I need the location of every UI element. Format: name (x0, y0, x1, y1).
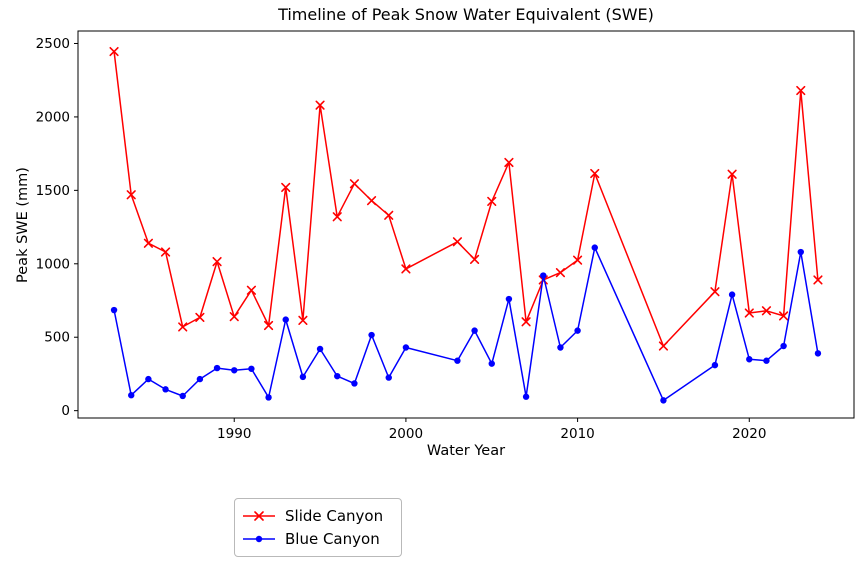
marker-x-slide-canyon (384, 210, 394, 220)
y-tick-label: 1500 (36, 183, 70, 199)
chart-title: Timeline of Peak Snow Water Equivalent (… (278, 5, 654, 24)
legend-sample-blue-canyon (243, 535, 275, 542)
marker-x-slide-canyon (813, 275, 823, 285)
y-tick-label: 0 (61, 403, 70, 419)
y-tick-label: 2500 (36, 36, 70, 52)
marker-dot-blue-canyon (557, 344, 564, 351)
marker-x-slide-canyon (143, 238, 153, 248)
marker-x-slide-canyon (761, 306, 772, 316)
marker-x-slide-canyon (178, 322, 188, 332)
marker-dot-blue-canyon (797, 248, 804, 256)
marker-x-slide-canyon (779, 311, 789, 321)
marker-x-slide-canyon (281, 182, 291, 193)
marker-dot-blue-canyon (248, 365, 255, 372)
marker-x-slide-canyon (229, 312, 239, 322)
marker-x-slide-canyon (469, 254, 480, 264)
legend-item-slide-canyon: Slide Canyon (242, 507, 391, 525)
x-axis-label: Water Year (426, 443, 506, 459)
marker-dot-blue-canyon (351, 380, 358, 387)
marker-dot-blue-canyon (213, 364, 221, 372)
marker-x-slide-canyon (126, 190, 136, 200)
marker-dot-blue-canyon (763, 357, 770, 364)
marker-x-slide-canyon (744, 308, 754, 318)
marker-dot-blue-canyon (110, 306, 118, 314)
marker-dot-blue-canyon (299, 373, 307, 381)
marker-dot-blue-canyon (368, 331, 375, 339)
marker-x-slide-canyon (109, 46, 119, 57)
marker-dot-blue-canyon (128, 392, 135, 399)
y-tick-label: 2000 (36, 109, 70, 125)
marker-x-slide-canyon (195, 312, 205, 322)
marker-dot-blue-canyon (574, 327, 581, 334)
legend-sample-slide-canyon (243, 511, 275, 522)
y-tick-label: 500 (44, 330, 70, 346)
marker-x-slide-canyon (572, 255, 583, 265)
marker-dot-blue-canyon (591, 244, 598, 251)
marker-dot-blue-canyon (334, 372, 341, 380)
marker-x-slide-canyon (710, 287, 720, 297)
x-tick-label: 2020 (732, 426, 766, 442)
dot-marker-icon (255, 535, 263, 542)
x-marker-icon (254, 511, 264, 522)
legend-label: Blue Canyon (285, 529, 380, 548)
marker-x-slide-canyon (452, 237, 463, 247)
marker-x-slide-canyon (401, 264, 411, 274)
marker-x-slide-canyon (315, 100, 325, 110)
marker-x-slide-canyon (298, 315, 308, 325)
marker-dot-blue-canyon (522, 393, 530, 400)
marker-dot-blue-canyon (540, 272, 547, 279)
marker-x-slide-canyon (487, 196, 497, 206)
marker-x-slide-canyon (349, 179, 360, 189)
marker-dot-blue-canyon (145, 375, 152, 383)
marker-dot-blue-canyon (231, 367, 238, 374)
x-tick-label: 2000 (389, 426, 423, 442)
marker-dot-blue-canyon (660, 397, 667, 404)
marker-dot-blue-canyon (505, 295, 513, 303)
marker-dot-blue-canyon (711, 361, 719, 369)
legend-item-blue-canyon: Blue Canyon (242, 530, 391, 548)
marker-x-slide-canyon (796, 85, 806, 96)
marker-x-slide-canyon (555, 268, 566, 278)
marker-x-slide-canyon (504, 157, 514, 168)
marker-x-slide-canyon (332, 212, 342, 222)
marker-dot-blue-canyon (780, 342, 787, 350)
marker-x-slide-canyon (160, 247, 171, 257)
marker-dot-blue-canyon (814, 350, 822, 357)
marker-x-slide-canyon (246, 285, 256, 295)
marker-x-slide-canyon (658, 341, 669, 351)
marker-dot-blue-canyon (488, 360, 495, 367)
marker-dot-blue-canyon (385, 374, 392, 381)
series-line-slide-canyon (113, 50, 819, 347)
marker-x-slide-canyon (590, 168, 600, 179)
marker-dot-blue-canyon (746, 356, 753, 363)
marker-dot-blue-canyon (728, 291, 736, 298)
marker-dot-blue-canyon (196, 375, 204, 383)
marker-x-slide-canyon (263, 320, 274, 331)
x-tick-label: 1990 (217, 426, 251, 442)
marker-dot-blue-canyon (162, 386, 169, 393)
y-axis-label: Peak SWE (mm) (15, 167, 31, 283)
marker-x-slide-canyon (727, 169, 737, 179)
marker-x-slide-canyon (212, 256, 222, 267)
marker-dot-blue-canyon (316, 345, 324, 353)
marker-dot-blue-canyon (265, 394, 272, 401)
marker-dot-blue-canyon (471, 327, 478, 334)
x-tick-label: 2010 (560, 426, 594, 442)
legend: Slide Canyon Blue Canyon (234, 498, 402, 557)
marker-dot-blue-canyon (282, 316, 289, 323)
marker-x-slide-canyon (521, 317, 531, 327)
marker-dot-blue-canyon (454, 357, 461, 364)
marker-dot-blue-canyon (179, 392, 186, 400)
y-tick-label: 1000 (36, 256, 70, 272)
marker-dot-blue-canyon (402, 344, 410, 351)
marker-x-slide-canyon (366, 196, 377, 206)
plot-border (77, 30, 855, 419)
legend-label: Slide Canyon (285, 507, 384, 526)
